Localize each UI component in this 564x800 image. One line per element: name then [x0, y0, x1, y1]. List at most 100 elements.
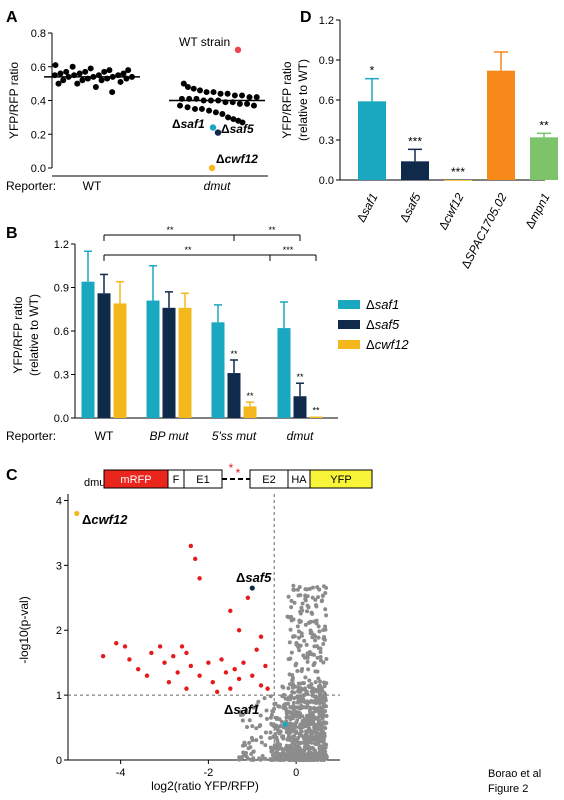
panel-c-hit-point — [135, 666, 141, 672]
panel-c-background-point — [301, 681, 306, 686]
panel-c-background-point — [284, 709, 289, 714]
panel-c-hit-point — [175, 670, 180, 675]
panel-c-background-point — [303, 622, 308, 627]
panel-c-background-point — [314, 756, 319, 761]
panel-c-hit-point — [197, 673, 202, 678]
panel-d-star-label: *** — [408, 134, 422, 148]
panel-c-background-point — [318, 685, 323, 690]
panel-c-background-point — [254, 726, 259, 731]
panel-c-background-point — [302, 655, 307, 660]
panel-c-background-point — [244, 754, 249, 759]
panel-c-background-point — [305, 603, 310, 608]
panel-c-background-point — [305, 594, 310, 599]
panel-d-y-tick-label: 1.2 — [319, 15, 334, 27]
panel-c-hit-point — [236, 628, 242, 633]
panel-c-background-point — [288, 627, 293, 632]
panel-c-background-point — [302, 638, 307, 643]
panel-c-background-point — [243, 743, 248, 748]
panel-c-background-point — [322, 744, 327, 749]
panel-a-letter: A — [6, 9, 18, 26]
panel-c-x-tick-label: -4 — [116, 767, 126, 779]
panel-c-background-point — [289, 695, 294, 700]
panel-c-background-point — [305, 701, 310, 706]
panel-a-point — [206, 107, 213, 114]
panel-b-bar — [113, 303, 127, 418]
panel-c-background-point — [268, 730, 273, 735]
panel-c-background-point — [316, 595, 321, 600]
panel-d-y-tick-label: 0.9 — [319, 55, 334, 67]
panel-b-star-label: ** — [312, 406, 320, 416]
panel-c-background-point — [310, 585, 315, 590]
panel-c-background-point — [289, 614, 294, 619]
panel-c-background-point — [290, 678, 295, 683]
panel-c-background-point — [320, 739, 325, 744]
panel-a-y-tick-label: 0.8 — [31, 28, 46, 40]
panel-c-hit-point — [184, 650, 189, 656]
panel-c-background-point — [316, 727, 321, 732]
panel-c-background-point — [293, 723, 298, 728]
panel-c-background-point — [305, 723, 310, 728]
panel-b-star-label: ** — [246, 391, 254, 401]
panel-c-background-point — [263, 743, 268, 748]
panel-b-bar — [146, 300, 160, 418]
panel-b-bar — [227, 373, 241, 418]
panel-b-legend-swatch — [338, 340, 360, 349]
panel-a-x-label-wt: WT — [83, 179, 102, 193]
panel-c-annotation-saf5: Δsaf5 — [236, 570, 272, 585]
panel-b-legend-label: Δcwf12 — [366, 337, 409, 352]
panel-c-hit-point — [193, 556, 198, 562]
panel-c-background-point — [292, 587, 297, 592]
panel-c-construct-part-label: mRFP — [120, 474, 151, 486]
panel-b-y-tick-label: 0.3 — [54, 370, 69, 382]
panel-c-background-point — [320, 598, 325, 603]
panel-c-background-point — [273, 754, 278, 759]
panel-c-background-point — [291, 740, 296, 745]
panel-c-background-point — [291, 583, 296, 588]
panel-a-point — [52, 62, 59, 69]
panel-c-background-point — [317, 587, 322, 592]
panel-a-highlight-point — [214, 129, 222, 136]
panel-c-background-point — [247, 718, 252, 723]
panel-c-hit-point — [197, 576, 202, 581]
panel-a-annotation-saf1: Δsaf1 — [172, 117, 205, 131]
panel-c-background-point — [292, 600, 297, 605]
panel-a-y-tick-label: 0.4 — [31, 96, 46, 108]
panel-c-background-point — [304, 689, 309, 694]
panel-c-background-point — [284, 715, 289, 720]
panel-c-background-point — [307, 717, 312, 722]
panel-c-background-point — [262, 696, 267, 701]
panel-b-sig-label: ** — [166, 225, 174, 235]
panel-a-point — [236, 100, 243, 107]
panel-c-background-point — [301, 687, 306, 692]
panel-c-background-point — [259, 740, 264, 745]
panel-c-background-point — [289, 736, 294, 741]
panel-b-y-tick-label: 0.6 — [54, 326, 69, 338]
panel-c-background-point — [251, 705, 256, 710]
panel-c-hit-point — [144, 673, 150, 678]
panel-c-background-point — [299, 740, 304, 745]
panel-c-background-point — [304, 731, 309, 736]
panel-c-hit-point — [254, 647, 259, 652]
panel-c-background-point — [301, 749, 306, 754]
panel-a-point — [125, 67, 132, 74]
panel-a-x-label-dmut: dmut — [204, 179, 231, 193]
panel-c-background-point — [303, 596, 308, 601]
panel-a-annotation-wt-strain: WT strain — [179, 35, 230, 49]
panel-c-background-point — [295, 689, 300, 694]
panel-c-hit-point — [228, 686, 233, 691]
panel-c-background-point — [318, 658, 323, 663]
panel-c-background-point — [322, 751, 327, 756]
panel-c-background-point — [272, 701, 277, 706]
panel-c-background-point — [251, 749, 256, 754]
panel-c-background-point — [240, 718, 245, 723]
panel-c-background-point — [318, 650, 323, 655]
panel-c-construct-mutation-mark: * — [229, 461, 234, 475]
panel-c-background-point — [313, 638, 318, 643]
panel-c-background-point — [297, 648, 302, 653]
panel-c-hit-point — [157, 644, 163, 649]
panel-c-background-point — [314, 604, 319, 609]
panel-a-point — [74, 80, 81, 87]
panel-a-point — [98, 77, 105, 84]
panel-d-x-label: Δmpn1 — [522, 191, 552, 231]
panel-c-background-point — [321, 641, 326, 646]
